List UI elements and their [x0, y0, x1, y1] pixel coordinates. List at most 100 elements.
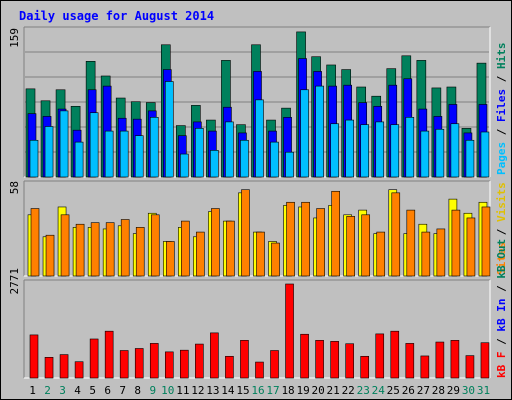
legend-sep-2: /	[495, 69, 508, 89]
x-tick-label: 8	[134, 384, 141, 397]
bar-pages	[285, 151, 294, 178]
bar-kb-f	[134, 348, 144, 379]
bottom-panel-max-label: 2771	[8, 268, 21, 295]
bar-kb-f	[465, 355, 475, 379]
x-tick-label: 12	[191, 384, 204, 397]
bar-sites	[75, 223, 85, 277]
bar-pages	[149, 117, 159, 178]
bar-sites	[196, 231, 205, 277]
bar-sites	[211, 208, 220, 277]
bar-sites	[135, 227, 145, 277]
bar-kb-f	[405, 343, 415, 379]
bar-pages	[300, 89, 309, 178]
bar-pages	[360, 124, 370, 178]
bar-pages	[59, 110, 69, 178]
legend-sep-3: /	[495, 222, 508, 242]
x-tick-label: 23	[357, 384, 370, 397]
bar-pages	[195, 128, 204, 178]
bar-kb-f	[44, 357, 54, 379]
x-tick-label: 29	[447, 384, 460, 397]
bar-pages	[450, 123, 460, 178]
legend-kb-out: kB Out	[495, 239, 508, 279]
bar-sites	[316, 208, 325, 277]
bar-kb-f	[360, 355, 370, 379]
legend-sep-5: /	[495, 279, 508, 299]
bar-sites	[331, 190, 340, 277]
bar-sites	[45, 234, 55, 277]
x-tick-label: 27	[417, 384, 430, 397]
x-tick-label: 25	[387, 384, 400, 397]
bar-kb-f	[390, 330, 400, 379]
x-tick-label: 24	[372, 384, 386, 397]
bar-kb-f	[104, 330, 114, 379]
x-tick-label: 15	[236, 384, 249, 397]
bar-sites	[466, 217, 476, 277]
bar-kb-f	[74, 361, 84, 379]
bar-kb-f	[435, 341, 445, 379]
x-tick-label: 5	[89, 384, 96, 397]
bar-sites	[286, 201, 295, 277]
bar-kb-f	[195, 343, 204, 379]
bar-kb-f	[89, 338, 99, 379]
x-tick-label: 21	[327, 384, 340, 397]
top-panel-max-label: 159	[8, 28, 21, 48]
bar-sites	[421, 231, 431, 277]
x-tick-label: 18	[281, 384, 294, 397]
bar-sites	[30, 208, 40, 277]
legend-sites: Sites	[495, 242, 508, 275]
bar-sites	[271, 242, 280, 277]
bar-pages	[240, 139, 249, 178]
x-tick-label: 22	[342, 384, 355, 397]
bar-kb-f	[285, 283, 294, 379]
x-tick-label: 9	[149, 384, 156, 397]
middle-panel-max-label: 58	[8, 181, 21, 194]
bar-kb-f	[164, 351, 174, 379]
bar-pages	[435, 128, 445, 178]
bar-pages	[375, 121, 385, 178]
bar-pages	[480, 131, 490, 178]
bar-pages	[210, 150, 219, 178]
bar-pages	[345, 119, 354, 178]
legend-hits: Hits	[495, 43, 508, 70]
bar-sites	[181, 220, 190, 277]
bar-sites	[436, 228, 446, 277]
bar-kb-f	[225, 355, 234, 379]
legend-kb-f: kB F	[495, 352, 508, 379]
bar-kb-f	[375, 333, 385, 379]
x-tick-label: 4	[74, 384, 81, 397]
bar-pages	[89, 112, 99, 178]
x-tick-label: 11	[176, 384, 189, 397]
bar-sites	[361, 214, 371, 277]
bar-pages	[44, 126, 54, 178]
bar-kb-f	[270, 350, 279, 379]
bar-kb-f	[180, 349, 189, 379]
bar-kb-f	[149, 343, 159, 379]
chart-title: Daily usage for August 2014	[19, 9, 214, 23]
x-tick-label: 16	[251, 384, 264, 397]
bar-kb-f	[420, 355, 430, 379]
bar-sites	[226, 220, 235, 277]
bar-kb-f	[210, 332, 219, 379]
bar-kb-f	[480, 342, 490, 379]
bar-pages	[164, 81, 174, 178]
bar-pages	[180, 153, 189, 178]
bar-pages	[405, 117, 415, 178]
legend-files: Files	[495, 89, 508, 122]
bar-pages	[465, 139, 475, 178]
x-tick-label: 31	[477, 384, 490, 397]
x-tick-label: 13	[206, 384, 219, 397]
x-tick-label: 17	[266, 384, 279, 397]
bar-sites	[481, 206, 491, 277]
bar-pages	[255, 99, 264, 178]
x-tick-label: 26	[402, 384, 415, 397]
bar-kb-f	[315, 340, 324, 379]
bar-sites	[150, 214, 160, 277]
bar-kb-f	[59, 354, 69, 379]
x-tick-label: 7	[119, 384, 126, 397]
bar-kb-f	[300, 333, 309, 379]
bar-pages	[315, 85, 324, 178]
bar-kb-f	[450, 340, 460, 379]
bar-pages	[420, 130, 430, 178]
legend-pages: Pages	[495, 142, 508, 175]
